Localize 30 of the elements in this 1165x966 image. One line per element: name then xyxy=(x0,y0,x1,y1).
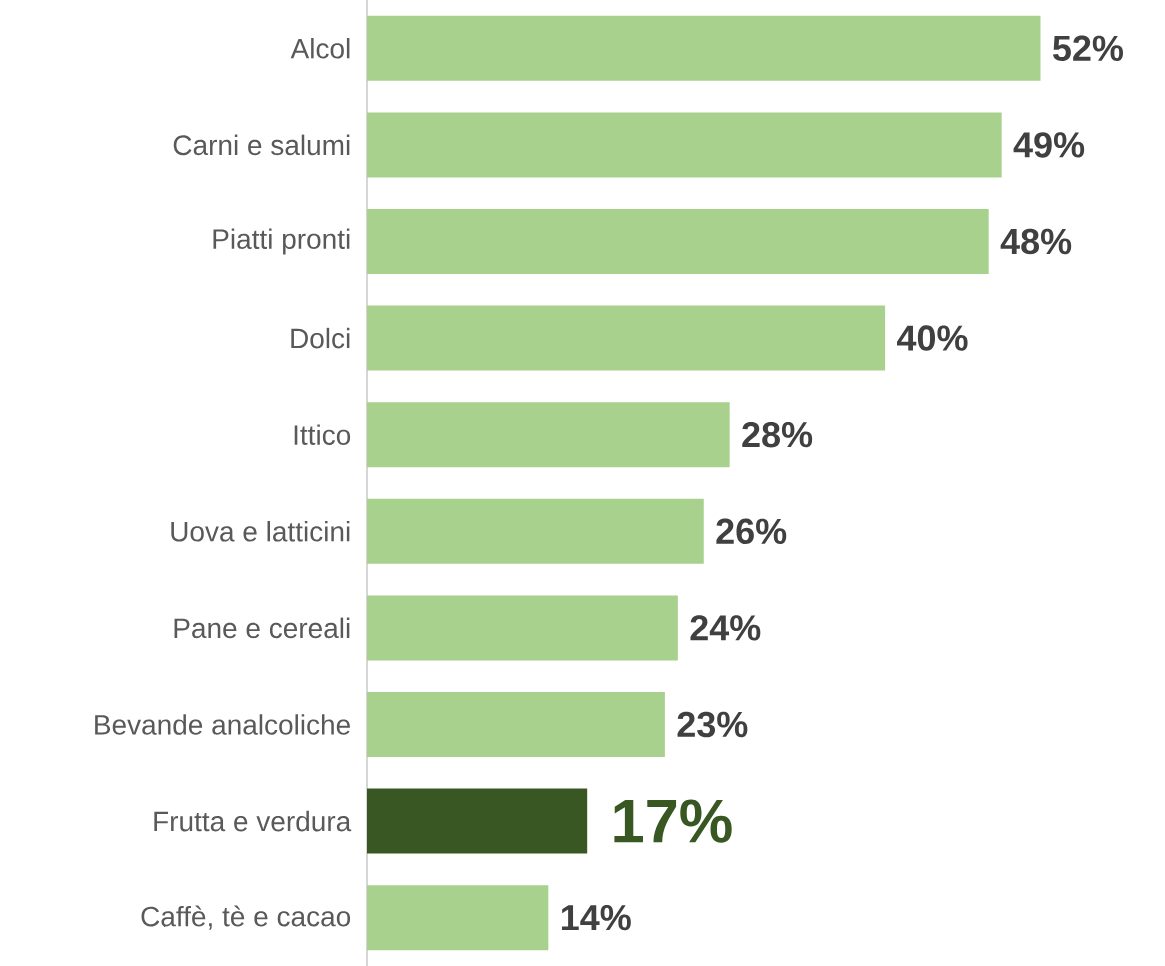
y-tick-label: Pane e cereali xyxy=(174,617,350,639)
bar xyxy=(367,692,665,757)
bar xyxy=(367,15,1041,81)
bar xyxy=(367,305,886,371)
data-label: 26% xyxy=(716,518,787,545)
bar xyxy=(367,595,678,661)
y-tick-label: Ittico xyxy=(294,424,351,445)
data-label: 24% xyxy=(690,615,761,641)
data-label: 23% xyxy=(677,711,748,738)
data-label: 40% xyxy=(897,325,968,351)
y-tick-label: Carni e salumi xyxy=(173,134,350,156)
bar xyxy=(367,208,989,274)
y-tick-label: Bevande analcoliche xyxy=(95,714,350,735)
y-tick-label: Dolci xyxy=(291,327,350,349)
y-tick-label: Alcol xyxy=(290,38,350,59)
bar xyxy=(367,498,704,564)
data-label: 28% xyxy=(742,421,813,448)
bar xyxy=(367,885,549,951)
bar xyxy=(367,402,730,468)
bar xyxy=(367,112,1002,178)
data-label: 52% xyxy=(1053,35,1123,62)
data-label: 17% xyxy=(614,799,732,843)
data-label: 48% xyxy=(1000,228,1072,255)
y-tick-label: Piatti pronti xyxy=(213,228,350,255)
y-tick-label: Frutta e verdura xyxy=(154,810,352,832)
data-label: 14% xyxy=(561,905,631,931)
y-tick-label: Caffè, tè e cacao xyxy=(141,905,351,930)
y-tick-label: Uova e latticini xyxy=(171,521,350,542)
data-label: 49% xyxy=(1013,132,1085,158)
bar xyxy=(367,788,588,854)
